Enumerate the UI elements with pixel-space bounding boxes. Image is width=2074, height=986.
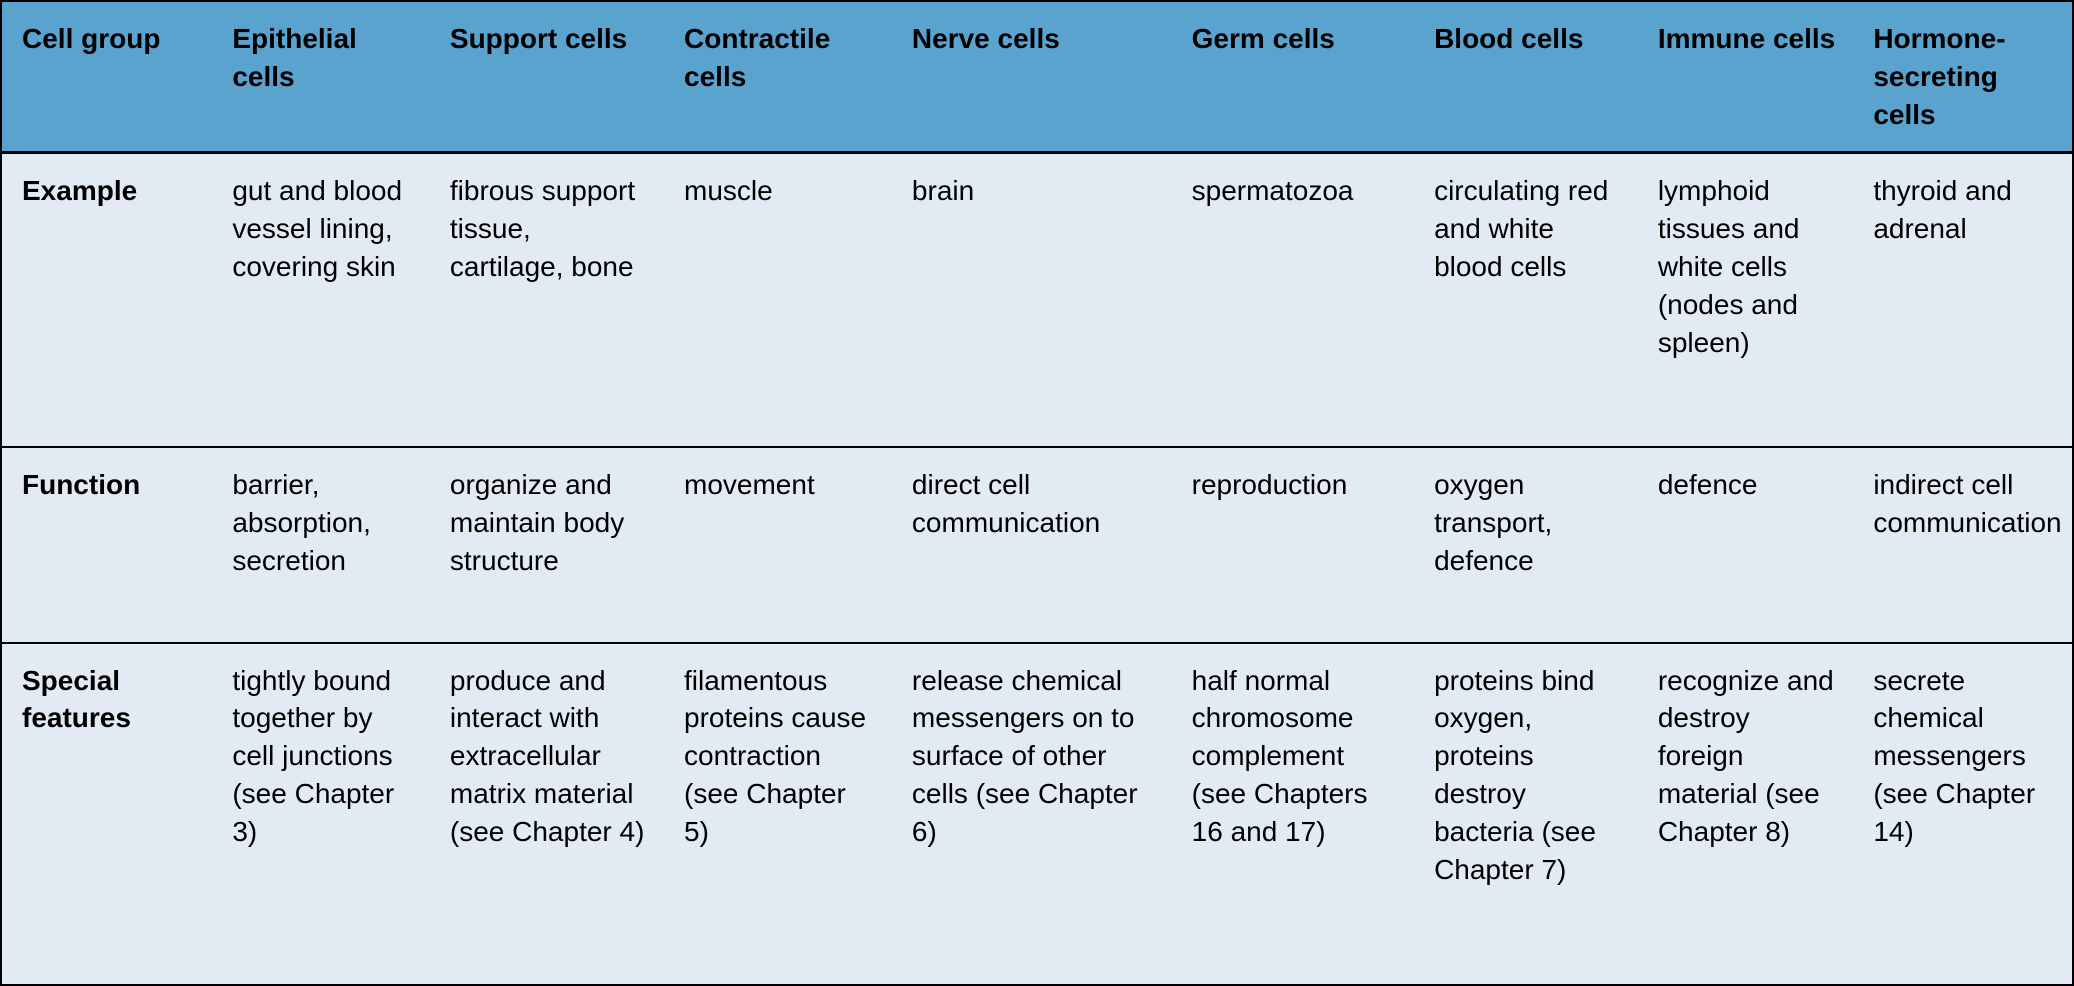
table-cell: defence (1638, 447, 1853, 643)
table-cell: muscle (664, 153, 892, 447)
col-header: Hormone-secreting cells (1853, 1, 2073, 153)
table-cell: indirect cell communication (1853, 447, 2073, 643)
table-cell: circulating red and white blood cells (1414, 153, 1638, 447)
table-cell: thyroid and adrenal (1853, 153, 2073, 447)
table-cell: release chemical messengers on to surfac… (892, 643, 1172, 985)
cell-groups-table: Cell group Epithelial cells Support cell… (0, 0, 2074, 986)
table-cell: produce and interact with extracellular … (430, 643, 664, 985)
table-cell: barrier, absorption, secretion (212, 447, 430, 643)
table-cell: tightly bound together by cell junctions… (212, 643, 430, 985)
table-cell: fibrous support tissue, cartilage, bone (430, 153, 664, 447)
col-header: Contractile cells (664, 1, 892, 153)
table-cell: reproduction (1172, 447, 1414, 643)
cell-groups-table-container: Cell group Epithelial cells Support cell… (0, 0, 2074, 986)
table-header-row: Cell group Epithelial cells Support cell… (1, 1, 2073, 153)
table-cell: filamentous proteins cause contraction (… (664, 643, 892, 985)
table-cell: proteins bind oxygen, proteins destroy b… (1414, 643, 1638, 985)
row-label: Function (1, 447, 212, 643)
table-row: Special features tightly bound together … (1, 643, 2073, 985)
col-header: Support cells (430, 1, 664, 153)
table-cell: oxygen transport, defence (1414, 447, 1638, 643)
table-cell: secrete chemical messengers (see Chapter… (1853, 643, 2073, 985)
col-header: Epithelial cells (212, 1, 430, 153)
table-cell: direct cell communication (892, 447, 1172, 643)
table-cell: spermatozoa (1172, 153, 1414, 447)
table-cell: brain (892, 153, 1172, 447)
col-header: Nerve cells (892, 1, 1172, 153)
row-label: Example (1, 153, 212, 447)
table-row: Example gut and blood vessel lining, cov… (1, 153, 2073, 447)
table-row: Function barrier, absorption, secretion … (1, 447, 2073, 643)
col-header: Cell group (1, 1, 212, 153)
col-header: Blood cells (1414, 1, 1638, 153)
table-cell: lymphoid tissues and white cells (nodes … (1638, 153, 1853, 447)
col-header: Immune cells (1638, 1, 1853, 153)
row-label: Special features (1, 643, 212, 985)
table-cell: half normal chromosome complement (see C… (1172, 643, 1414, 985)
table-cell: gut and blood vessel lining, covering sk… (212, 153, 430, 447)
table-cell: movement (664, 447, 892, 643)
table-cell: recognize and destroy foreign material (… (1638, 643, 1853, 985)
col-header: Germ cells (1172, 1, 1414, 153)
table-cell: organize and maintain body structure (430, 447, 664, 643)
